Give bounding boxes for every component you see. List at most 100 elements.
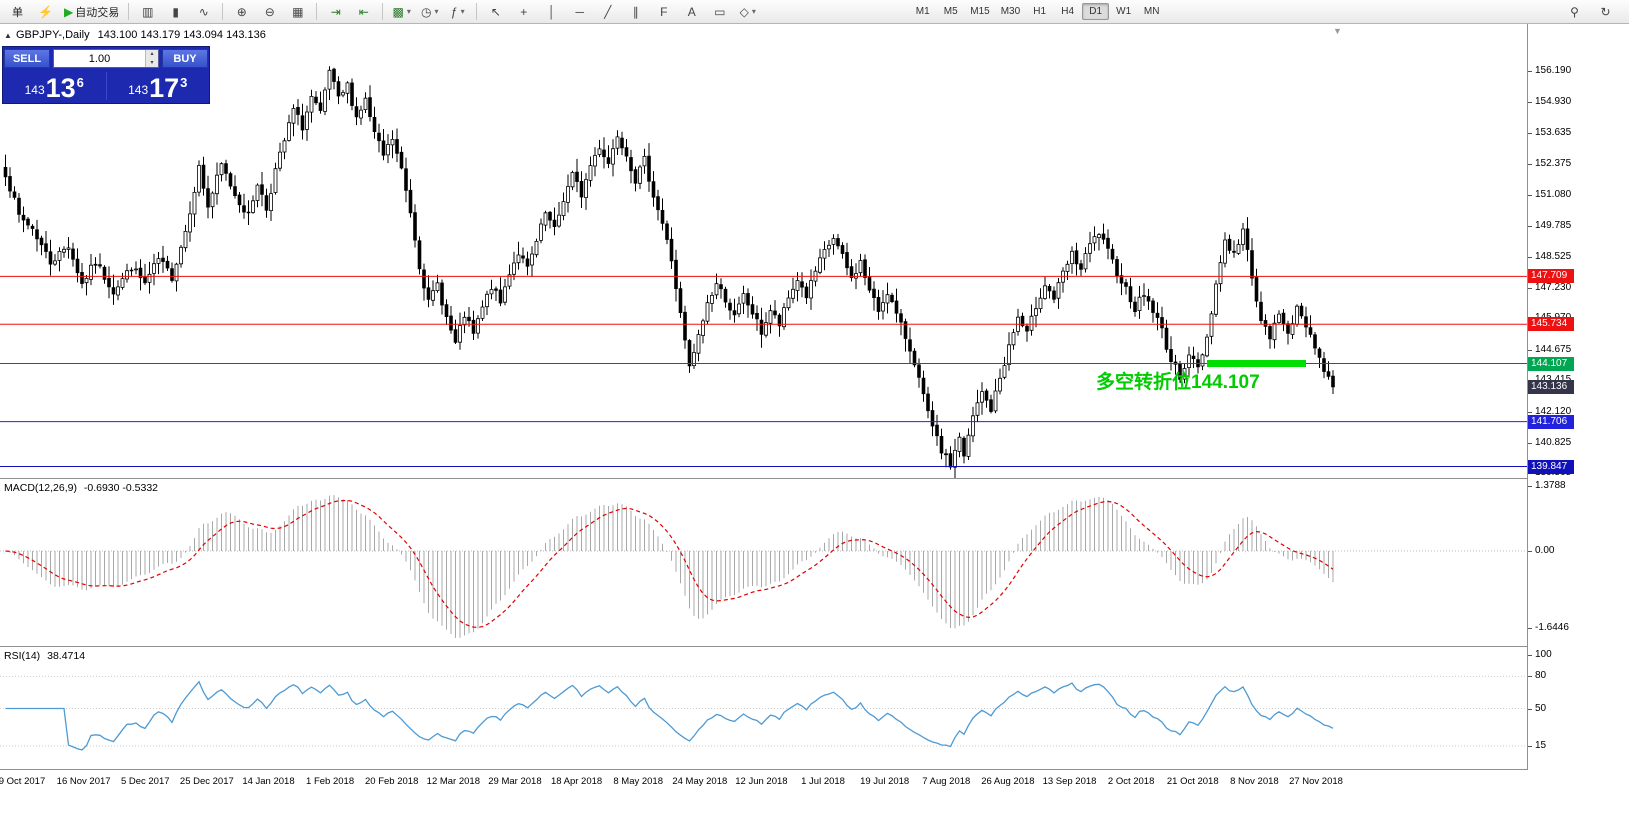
buy-price-prefix: 143 [128, 83, 149, 97]
candlestick-chart-type-button[interactable]: ▮ [162, 1, 189, 22]
indicators-button[interactable]: ƒ ▾ [444, 1, 471, 22]
text-button[interactable]: A [678, 1, 705, 22]
line-chart-type-button[interactable]: ∿ [190, 1, 217, 22]
timeframe-w1-button[interactable]: W1 [1116, 6, 1132, 17]
main-price-chart[interactable] [0, 24, 1527, 479]
date-tick: 16 Nov 2017 [56, 776, 111, 787]
price-tick: 156.190 [1535, 65, 1572, 77]
price-tick: 142.120 [1535, 405, 1572, 417]
trendline-icon: ╱ [604, 4, 612, 19]
price-tick: 147.230 [1535, 282, 1572, 293]
favorites-icon: ⚡ [38, 4, 53, 19]
horizontal-line-button[interactable]: ─ [566, 1, 593, 22]
level-price-badge[interactable]: 145.734 [1528, 317, 1574, 332]
sell-price-prefix: 143 [24, 83, 45, 97]
date-tick: 1 Jul 2018 [801, 776, 845, 787]
axis-tick-mark [1528, 133, 1532, 135]
new-order-button[interactable]: 单 [4, 1, 31, 22]
price-tick: 153.635 [1535, 127, 1572, 139]
panel-separator [0, 769, 1629, 770]
refresh-button[interactable]: ↻ [1592, 1, 1619, 22]
toolbar-items: 单 ⚡ ▶ 自动交易 ▥ ▮ ∿ ⊕ ⊖ ▦ ⇥ ⇤ ▩ ▾ ◷ ▾ ƒ ▾ ↖ + │ ─ ╱ ∥ F A ▭ ◇ ▾ [4, 1, 761, 22]
date-tick: 20 Feb 2018 [365, 776, 419, 787]
shapes-button[interactable]: ◇ ▾ [734, 1, 761, 22]
timeframe-h4-button[interactable]: H4 [1061, 6, 1075, 17]
new-chart-icon: ▩ [392, 4, 404, 19]
date-axis[interactable]: 9 Oct 2017 16 Nov 2017 5 Dec 2017 25 Dec 20… [0, 770, 1629, 794]
date-tick: 8 Nov 2018 [1230, 776, 1279, 787]
price-tick: 140.825 [1535, 436, 1572, 448]
level-price-badge[interactable]: 141.706 [1528, 414, 1574, 429]
current-price-badge[interactable]: 143.136 [1528, 379, 1574, 394]
axis-tick-mark [1528, 288, 1532, 289]
label-icon: ▭ [714, 4, 726, 19]
date-tick: 24 May 2018 [672, 776, 728, 787]
trendline-button[interactable]: ╱ [594, 1, 621, 22]
panel-separator[interactable] [0, 478, 1629, 479]
vertical-line-button[interactable]: │ [538, 1, 565, 22]
search-button[interactable]: ⚲ [1561, 1, 1588, 22]
timeframe-d1-button[interactable]: D1 [1082, 3, 1110, 20]
macd-tick: 0.00 [1535, 545, 1555, 556]
sell-price-display[interactable]: 143 13 6 [3, 69, 106, 103]
volume-down-button[interactable]: ▾ [146, 58, 158, 67]
buy-button[interactable]: BUY [162, 49, 208, 68]
sell-button[interactable]: SELL [4, 49, 50, 68]
chart-shift-button[interactable]: ⇤ [350, 1, 377, 22]
zoom-in-button[interactable]: ⊕ [228, 1, 255, 22]
timeframe-h1-button[interactable]: H1 [1033, 6, 1047, 17]
label-button[interactable]: ▭ [706, 1, 733, 22]
macd-indicator-chart[interactable] [0, 479, 1527, 647]
axis-tick-mark [1528, 628, 1532, 630]
channel-button[interactable]: ∥ [622, 1, 649, 22]
crosshair-button[interactable]: + [510, 1, 537, 22]
date-tick: 1 Feb 2018 [306, 776, 355, 787]
timeframe-mn-button[interactable]: MN [1143, 6, 1160, 17]
turning-point-annotation[interactable]: 多空转折位144.107 [1096, 372, 1260, 393]
panel-separator[interactable] [0, 646, 1629, 647]
price-tick: 143.415 [1535, 374, 1571, 385]
chevron-down-icon: ▾ [434, 7, 439, 16]
line-chart-type-icon: ∿ [198, 4, 209, 19]
buy-price-display[interactable]: 143 17 3 [107, 69, 210, 103]
tile-windows-button[interactable]: ▦ [284, 1, 311, 22]
date-tick: 25 Dec 2017 [179, 776, 234, 787]
axis-tick-mark [1528, 486, 1532, 488]
volume-input[interactable] [54, 50, 145, 67]
zoom-out-button[interactable]: ⊖ [256, 1, 283, 22]
rsi-tick: 80 [1535, 670, 1547, 682]
toolbar-separator [316, 3, 318, 20]
axis-tick-mark [1528, 655, 1532, 656]
new-order-button-label: 单 [12, 6, 23, 19]
symbol-name: GBPJPY-,Daily [16, 29, 90, 41]
one-click-trading-panel: SELL ▴ ▾ BUY 143 13 6 143 17 3 [2, 46, 210, 104]
auto-scroll-button[interactable]: ⇥ [322, 1, 349, 22]
fibonacci-button[interactable]: F [650, 1, 677, 22]
auto-trading-icon: ▶ [64, 4, 74, 19]
timeframe-bar: M1 M5 M15 M30 H1 H4 D1 W1 MN [909, 3, 1165, 20]
timeframe-m5-button[interactable]: M5 [943, 6, 958, 17]
bar-chart-type-button[interactable]: ▥ [134, 1, 161, 22]
volume-up-button[interactable]: ▴ [146, 50, 158, 59]
timeframe-m1-button[interactable]: M1 [915, 6, 930, 17]
chart-shift-marker-icon[interactable]: ▼ [1333, 26, 1342, 36]
rsi-values: 38.4714 [47, 650, 86, 662]
axis-tick-mark [1528, 411, 1532, 413]
level-price-badge[interactable]: 139.847 [1528, 459, 1574, 474]
trade-panel-toggle[interactable]: ▲ [4, 31, 12, 40]
auto-trading-button[interactable]: ▶ 自动交易 [60, 1, 123, 22]
timeframe-m15-button[interactable]: M15 [970, 6, 990, 17]
timeframe-m30-button[interactable]: M30 [1000, 6, 1021, 17]
date-tick: 2 Oct 2018 [1107, 776, 1155, 787]
macd-values: -0.6930 -0.5332 [83, 482, 159, 494]
new-chart-button[interactable]: ▩ ▾ [388, 1, 415, 22]
level-price-badge[interactable]: 147.709 [1528, 269, 1574, 284]
favorites-button[interactable]: ⚡ [32, 1, 59, 22]
tile-windows-icon: ▦ [292, 4, 304, 19]
period-button[interactable]: ◷ ▾ [416, 1, 443, 22]
rsi-indicator-chart[interactable] [0, 647, 1527, 770]
symbol-ohlc: 143.100 143.179 143.094 143.136 [97, 29, 266, 41]
price-axis[interactable]: 156.190 154.930 153.635 152.375 151.080 149.7… [1528, 24, 1629, 770]
cursor-button[interactable]: ↖ [482, 1, 509, 22]
level-price-badge[interactable]: 144.107 [1528, 356, 1574, 371]
